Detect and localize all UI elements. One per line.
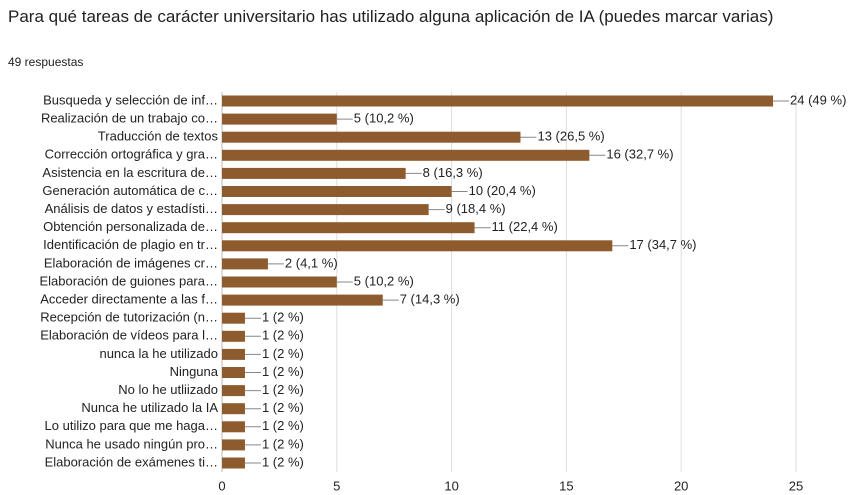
data-label: 8 (16,3 %)	[423, 165, 483, 180]
data-label: 5 (10,2 %)	[354, 111, 414, 126]
bar	[222, 113, 337, 125]
data-label: 1 (2 %)	[262, 454, 304, 469]
y-tick-label: Nunca he utilizado la IA	[81, 400, 218, 415]
x-tick-label: 5	[333, 478, 340, 493]
bar	[222, 367, 245, 378]
bar	[222, 95, 774, 107]
y-tick-label: Busqueda y selección de inf…	[43, 92, 218, 107]
bar	[222, 167, 406, 179]
x-tick-label: 10	[444, 478, 458, 493]
y-tick-label: nunca la he utilizado	[99, 346, 218, 361]
y-tick-label: No lo he utliizado	[118, 382, 218, 397]
y-tick-label: Ninguna	[170, 364, 219, 379]
data-label: 1 (2 %)	[262, 328, 304, 343]
y-tick-label: Elaboración de guiones para…	[39, 273, 218, 288]
y-tick-label: Corrección ortográfica y gra…	[45, 147, 218, 162]
response-count: 49 respuestas	[8, 55, 84, 69]
bar	[222, 403, 245, 415]
x-tick-label: 0	[218, 478, 225, 493]
bar	[222, 312, 245, 324]
y-tick-label: Elaboración de vídeos para l…	[40, 328, 218, 343]
y-tick-label: Realización de un trabajo co…	[41, 111, 218, 126]
data-label: 1 (2 %)	[262, 364, 304, 379]
y-tick-label: Obtención personalizada de…	[43, 219, 218, 234]
y-tick-label: Análisis de datos y estadísti…	[45, 201, 218, 216]
x-tick-label: 15	[559, 478, 573, 493]
y-tick-label: Elaboración de exámenes ti…	[45, 454, 218, 469]
data-label: 1 (2 %)	[262, 418, 304, 433]
y-tick-label: Elaboración de imágenes cr…	[44, 255, 218, 270]
data-label: 1 (2 %)	[262, 400, 304, 415]
bar	[222, 131, 521, 143]
bar	[222, 348, 245, 360]
x-tick-label: 20	[674, 478, 688, 493]
data-label: 11 (22,4 %)	[492, 219, 558, 234]
y-tick-label: Asistencia en la escritura de…	[42, 165, 218, 180]
bar	[222, 149, 590, 161]
data-label: 17 (34,7 %)	[629, 237, 696, 252]
data-label: 13 (26,5 %)	[537, 129, 604, 144]
y-tick-label: Lo utilizo para que me haga…	[45, 418, 218, 433]
y-tick-label: Nunca he usado ningún pro…	[45, 436, 218, 451]
bar	[222, 204, 429, 216]
y-tick-label: Acceder directamente a las f…	[40, 292, 218, 307]
data-label: 5 (10,2 %)	[354, 273, 414, 288]
bar	[222, 258, 268, 270]
y-tick-label: Generación automática de c…	[42, 183, 218, 198]
chart-title: Para qué tareas de carácter universitari…	[8, 7, 774, 26]
x-tick-label: 25	[789, 478, 803, 493]
data-label: 1 (2 %)	[262, 346, 304, 361]
data-label: 16 (32,7 %)	[606, 147, 673, 162]
bar	[222, 439, 245, 451]
bar	[222, 421, 245, 433]
bar	[222, 276, 337, 288]
data-label: 7 (14,3 %)	[400, 292, 460, 307]
data-label: 1 (2 %)	[262, 310, 304, 325]
bar	[222, 186, 452, 197]
data-label: 1 (2 %)	[262, 436, 304, 451]
data-label: 24 (49 %)	[790, 92, 846, 107]
data-label: 9 (18,4 %)	[446, 201, 506, 216]
bar	[222, 222, 475, 234]
y-tick-label: Recepción de tutorización (n…	[40, 310, 218, 325]
y-tick-label: Identificación de plagio en tr…	[43, 237, 218, 252]
bar	[222, 385, 245, 397]
bar	[222, 240, 613, 252]
data-label: 10 (20,4 %)	[469, 183, 536, 198]
data-label: 2 (4,1 %)	[285, 255, 338, 270]
bar	[222, 330, 245, 342]
bar	[222, 294, 383, 306]
data-label: 1 (2 %)	[262, 382, 304, 397]
bar	[222, 457, 245, 469]
y-tick-label: Traducción de textos	[98, 129, 219, 144]
